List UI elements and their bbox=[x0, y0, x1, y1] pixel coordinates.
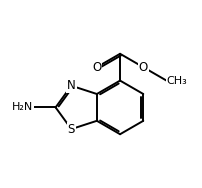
Text: CH₃: CH₃ bbox=[166, 76, 187, 86]
Text: O: O bbox=[92, 61, 101, 74]
Text: H₂N: H₂N bbox=[12, 102, 33, 112]
Text: O: O bbox=[139, 61, 148, 74]
Text: N: N bbox=[67, 79, 76, 92]
Text: S: S bbox=[68, 123, 75, 136]
